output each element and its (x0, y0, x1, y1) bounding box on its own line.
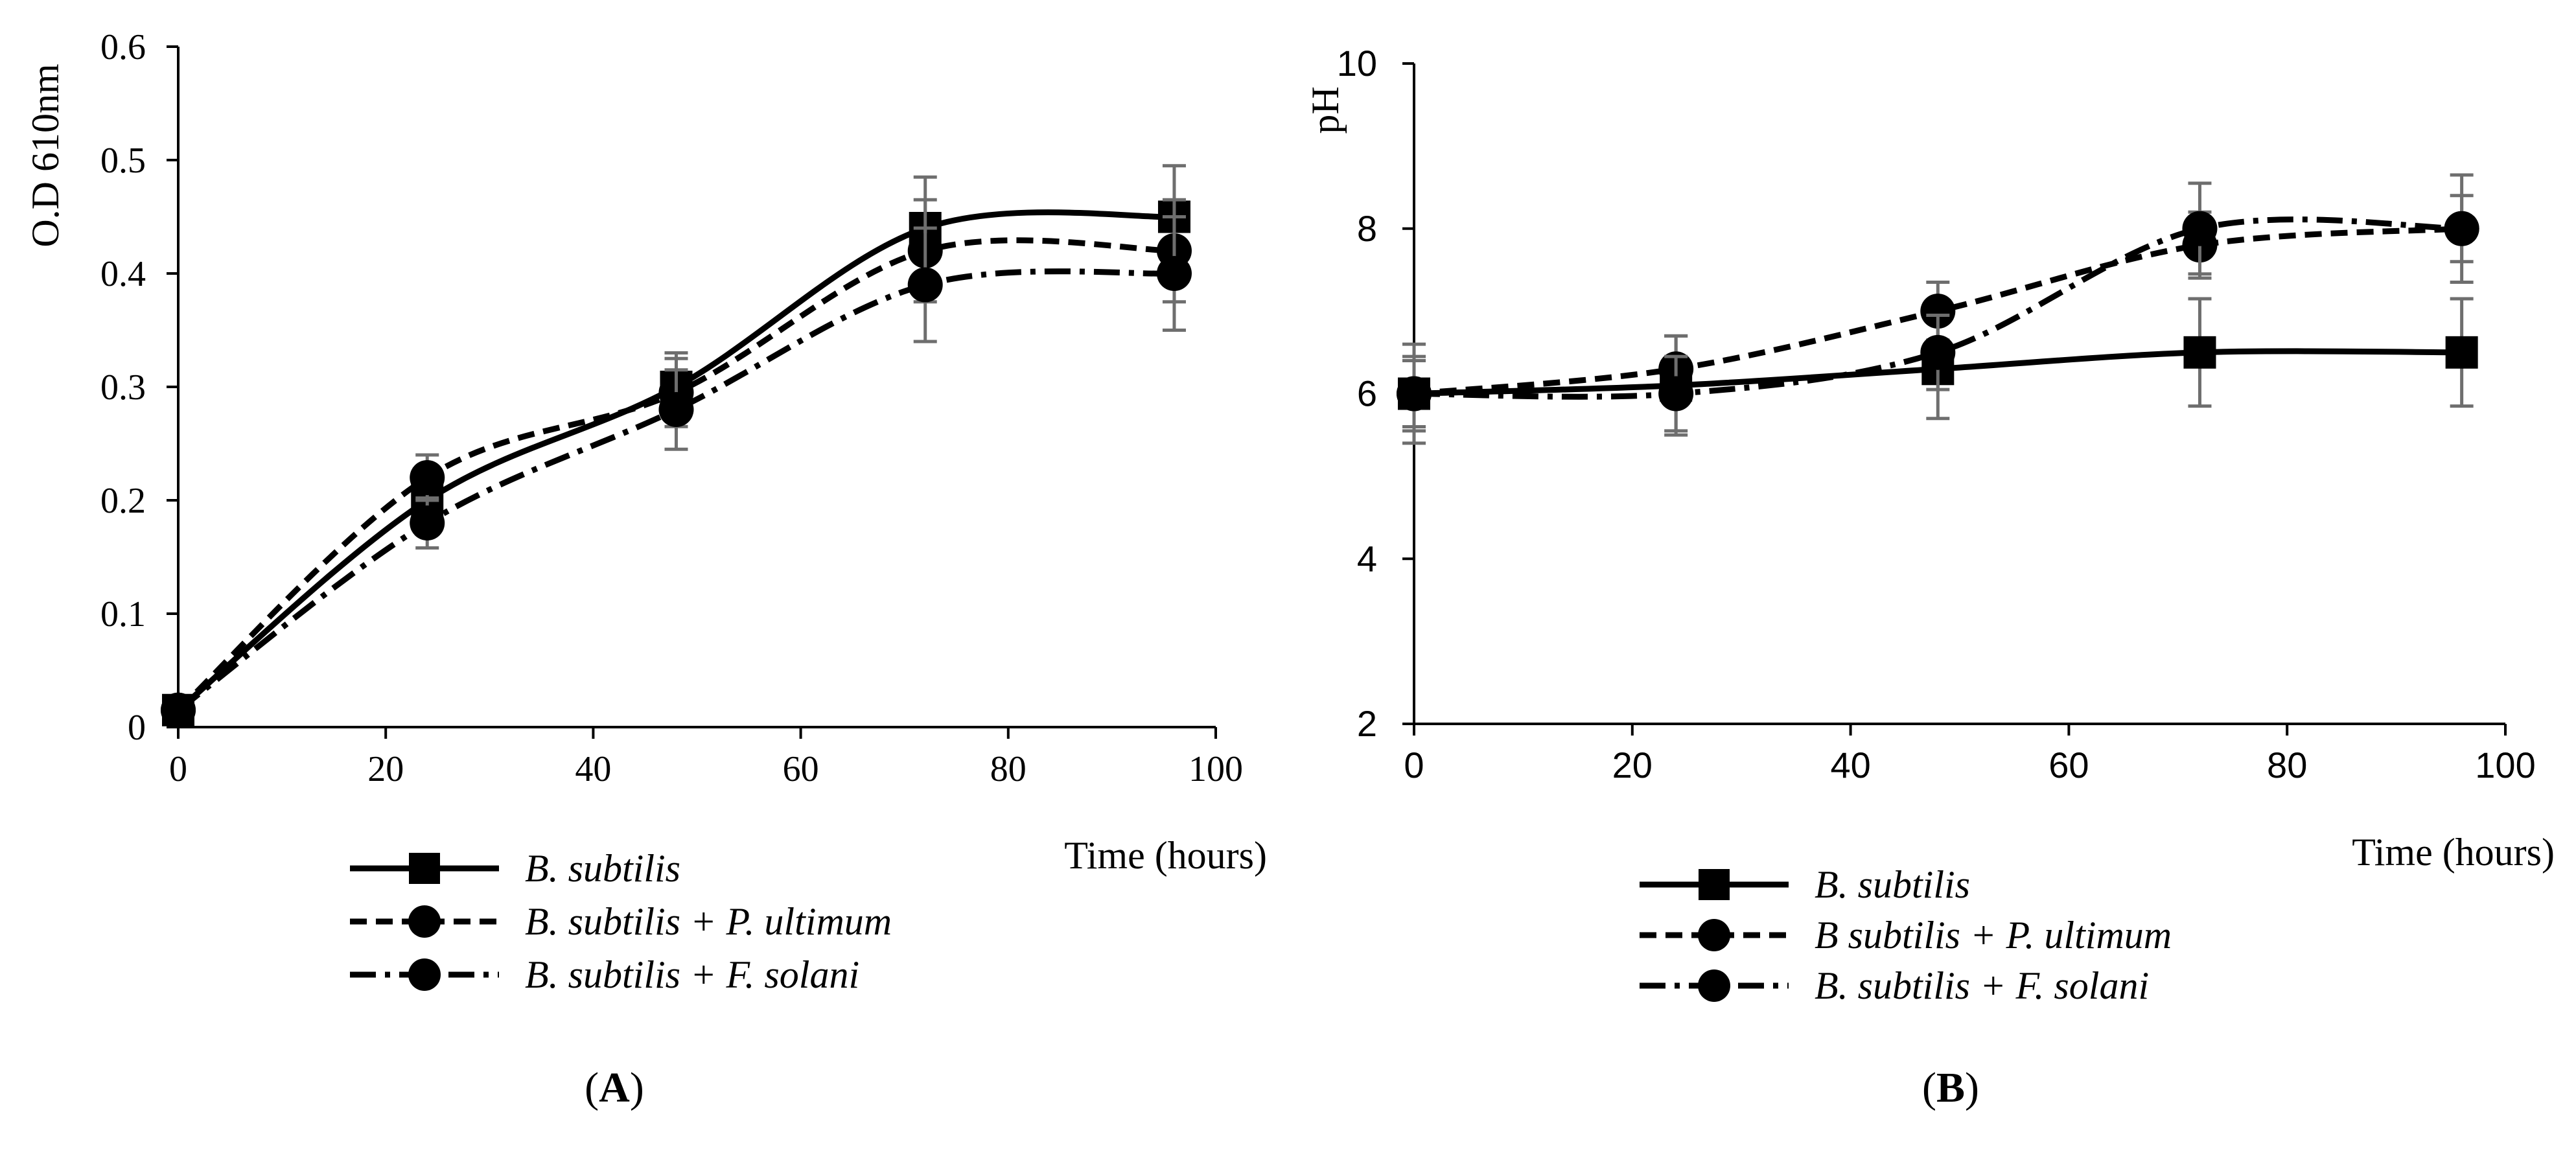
y-tick-label: 2 (1357, 703, 1377, 744)
legend-label: B. subtilis (1815, 863, 1970, 906)
marker-circle (1397, 376, 1432, 412)
panel-label: (A) (585, 1064, 644, 1111)
panel-label: (B) (1922, 1064, 1979, 1111)
legend-marker-circle (1698, 969, 1730, 1002)
marker-circle (1658, 376, 1694, 412)
x-tick-label: 20 (1612, 745, 1653, 785)
y-tick-label: 0.1 (100, 594, 146, 634)
y-tick-label: 0.3 (100, 367, 146, 408)
legend-label: B. subtilis + P. ultimum (525, 900, 892, 943)
x-tick-label: 100 (2475, 745, 2535, 785)
y-tick-label: 10 (1337, 43, 1377, 84)
y-tick-label: 0.2 (100, 481, 146, 521)
marker-circle (410, 505, 445, 540)
marker-circle (658, 392, 694, 427)
marker-circle (1920, 334, 1956, 370)
x-tick-label: 80 (2267, 745, 2307, 785)
y-tick-label: 0.6 (100, 27, 146, 67)
marker-circle (410, 460, 445, 495)
marker-circle (1156, 256, 1192, 291)
x-tick-label: 80 (990, 749, 1027, 789)
y-tick-label: 6 (1357, 373, 1377, 414)
y-axis-title: O.D 610nm (24, 64, 67, 247)
x-tick-label: 0 (1404, 745, 1424, 785)
x-tick-label: 40 (1830, 745, 1870, 785)
x-tick-label: 60 (783, 749, 819, 789)
series-line-3 (176, 268, 1175, 713)
x-axis-title: Time (hours) (1064, 834, 1267, 877)
legend-marker-square (1699, 869, 1730, 900)
marker-circle (2444, 211, 2479, 246)
x-tick-label: 100 (1189, 749, 1243, 789)
legend-marker-circle (1698, 919, 1730, 951)
x-tick-label: 60 (2048, 745, 2089, 785)
legend-label: B. subtilis + F. solani (525, 953, 859, 996)
x-tick-label: 0 (169, 749, 187, 789)
series-line-1 (176, 209, 1175, 713)
legend-marker-square (409, 853, 440, 884)
marker-square (2183, 336, 2216, 369)
series-line-2 (176, 237, 1175, 713)
marker-circle (2182, 211, 2218, 246)
marker-circle (1920, 294, 1956, 329)
legend-label: B. subtilis + F. solani (1815, 964, 2149, 1007)
y-tick-label: 0 (128, 708, 146, 748)
y-tick-label: 0.5 (100, 141, 146, 181)
y-axis-title: pH (1304, 86, 1347, 133)
x-tick-label: 20 (367, 749, 404, 789)
marker-square (2445, 336, 2478, 369)
y-tick-label: 0.4 (100, 254, 146, 294)
legend-label: B subtilis + P. ultimum (1815, 914, 2172, 957)
legend-marker-circle (408, 905, 441, 938)
x-tick-label: 40 (575, 749, 611, 789)
y-tick-label: 8 (1357, 208, 1377, 249)
legend-marker-circle (408, 958, 441, 991)
y-tick-label: 4 (1357, 538, 1377, 579)
chart-panel-a: 0 0.1 0.2 0.3 0.4 0.5 0.6 0 20 40 60 80 100 O.D 610nm… (24, 27, 1267, 1111)
marker-circle (907, 267, 943, 303)
marker-circle (161, 692, 196, 728)
x-axis-title: Time (hours) (2352, 831, 2555, 874)
legend-label: B. subtilis (525, 847, 680, 890)
